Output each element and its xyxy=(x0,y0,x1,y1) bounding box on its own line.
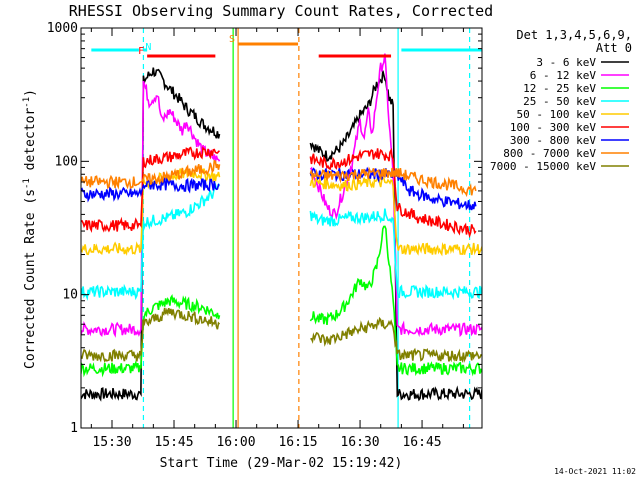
legend-label-7: 800 - 7000 keV xyxy=(503,147,596,160)
series-line-3-1 xyxy=(309,208,482,301)
y-ticks: 1 10 100 1000 xyxy=(47,21,482,436)
flag-labels: NF S xyxy=(138,34,235,57)
flag-label-3: S xyxy=(229,34,235,45)
x-axis-label: Start Time (29-Mar-02 15:19:42) xyxy=(160,456,403,471)
series-line-8-0 xyxy=(81,307,221,363)
x-tick-label-2: 16:00 xyxy=(216,435,255,450)
legend-label-1: 6 - 12 keV xyxy=(530,69,597,82)
series-line-2-1 xyxy=(309,225,482,377)
x-tick-label-4: 16:30 xyxy=(340,435,379,450)
x-ticks: 15:30 15:45 16:00 16:15 16:30 16:45 xyxy=(90,28,464,450)
y-axis-label: Corrected Count Rate (s-1 detector-1) xyxy=(22,89,38,369)
series-line-5-0 xyxy=(81,146,220,234)
y-label-sup2: -1 xyxy=(22,97,32,108)
x-tick-label-3: 16:15 xyxy=(278,435,317,450)
marker-lines xyxy=(142,28,471,428)
plot-frame xyxy=(80,27,483,429)
y-tick-label-1: 10 xyxy=(62,288,78,303)
series-line-1-1 xyxy=(309,53,482,338)
series-line-7-0 xyxy=(81,159,221,190)
series-line-5-1 xyxy=(309,147,477,239)
y-tick-label-0: 1 xyxy=(70,421,78,436)
series-group xyxy=(81,53,482,402)
flag-label-1: N xyxy=(145,42,151,53)
series-line-1-0 xyxy=(81,80,221,338)
legend-label-0: 3 - 6 keV xyxy=(536,56,596,69)
chart-title: RHESSI Observing Summary Count Rates, Co… xyxy=(69,2,493,20)
legend-header-line2: Att 0 xyxy=(596,41,632,55)
legend-label-4: 50 - 100 keV xyxy=(517,108,597,121)
flag-label-2: F xyxy=(138,46,144,57)
series-line-2-0 xyxy=(81,293,221,378)
series-line-7-1 xyxy=(309,166,477,198)
y-label-close: ) xyxy=(23,89,38,97)
footer-date: 14-Oct-2021 11:02 xyxy=(554,467,636,476)
series-line-3-0 xyxy=(81,182,221,301)
series-line-4-1 xyxy=(309,175,482,257)
flag-bars xyxy=(91,42,482,58)
y-label-sup: -1 xyxy=(22,178,32,189)
y-label-prefix: Corrected Count Rate (s xyxy=(23,189,38,369)
legend-label-8: 7000 - 15000 keV xyxy=(490,160,596,173)
x-tick-label-1: 15:45 xyxy=(154,435,193,450)
series-line-0-0 xyxy=(81,67,221,402)
x-tick-label-0: 15:30 xyxy=(92,435,131,450)
legend-label-2: 12 - 25 keV xyxy=(523,82,596,95)
legend-header-line1: Det 1,3,4,5,6,9, xyxy=(516,28,632,42)
series-line-6-0 xyxy=(81,176,220,203)
legend-label-3: 25 - 50 keV xyxy=(523,95,596,108)
legend-label-6: 300 - 800 keV xyxy=(510,134,596,147)
series-line-0-1 xyxy=(309,70,482,402)
y-tick-label-2: 100 xyxy=(55,154,78,169)
x-tick-label-5: 16:45 xyxy=(402,435,441,450)
y-label-suffix: detector xyxy=(23,108,38,179)
y-tick-label-3: 1000 xyxy=(47,21,78,36)
legend-label-5: 100 - 300 keV xyxy=(510,121,596,134)
series-line-8-1 xyxy=(310,316,482,363)
plot-clip-group xyxy=(81,28,482,428)
